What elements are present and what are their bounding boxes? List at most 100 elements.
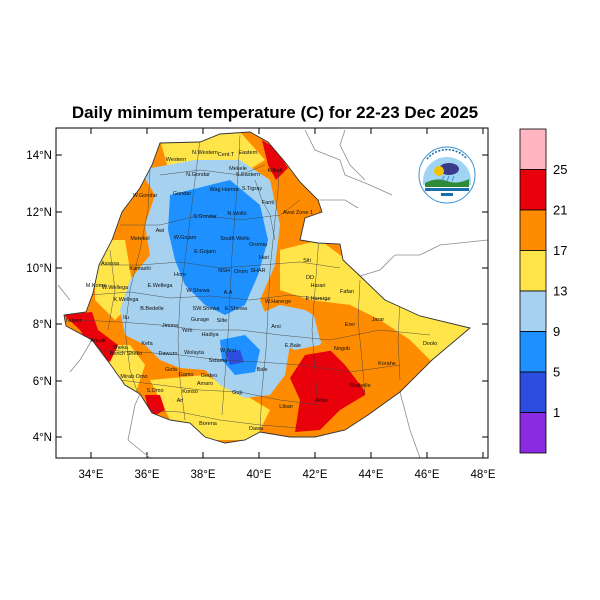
region-label: Wolayta (184, 350, 205, 356)
colorbar-band (519, 331, 547, 373)
lat-tick-label: 14°N (26, 150, 52, 162)
region-label: Borena (199, 421, 218, 427)
region-label: Cent.T (218, 152, 235, 158)
region-label: Western (166, 157, 186, 163)
region-label: E.Bale (285, 343, 301, 349)
region-label: Yem (182, 328, 193, 334)
region-label: Fanti (262, 200, 274, 206)
region-label: Afder (315, 398, 328, 404)
region-label: Wag Hamra (209, 187, 239, 193)
lon-tick-label: 44°E (358, 469, 383, 481)
region-label: K.Wellega (114, 297, 140, 303)
region-label: S.Omo (146, 388, 163, 394)
region-label: Kilbati (268, 168, 283, 174)
colorbar-labels: 25 21 17 13 9 5 1 (553, 162, 567, 420)
lon-tick-label: 40°E (246, 469, 271, 481)
region-label: Orom (234, 269, 248, 275)
lon-tick-label: 48°E (470, 469, 495, 481)
colorbar-band (519, 371, 547, 413)
region-label: Bale (256, 367, 267, 373)
region-label: A.A (224, 290, 233, 296)
region-label: S.Eastern (236, 172, 260, 178)
lon-tick-label: 46°E (414, 469, 439, 481)
region-label: N.Gondar (186, 172, 210, 178)
region-label: Mirab Omo (120, 374, 147, 380)
region-label: Mekele (229, 166, 247, 172)
field-17-21-east-band (310, 300, 430, 395)
region-label: Horo (174, 272, 186, 278)
region-label: W.Arsi (220, 348, 236, 354)
region-label: Hari (259, 255, 269, 261)
region-label: Gamo (179, 372, 194, 378)
region-label: Assosa (101, 261, 120, 267)
region-label: Hadiya (201, 332, 219, 338)
region-label: Dawa (249, 426, 264, 432)
region-label: Bench Sheko (110, 351, 143, 357)
region-label: W.Gondar (133, 193, 158, 199)
region-label: Gurage (191, 317, 209, 323)
colorbar-band (519, 209, 547, 251)
lon-tick-marks (90, 128, 484, 458)
lon-tick-labels: 34°E 36°E 38°E 40°E 42°E 44°E 46°E 48°E (78, 469, 495, 481)
colorbar-band (519, 290, 547, 332)
field-9-13-east (245, 305, 330, 350)
region-label: W.Wellega (102, 285, 129, 291)
ethiopia-outline (63, 131, 471, 444)
field-1-5 (225, 350, 244, 365)
region-label: Ilu (123, 315, 129, 321)
region-label: N.Western (192, 150, 218, 156)
region-label: M.Komo (86, 283, 106, 289)
region-label: Konso (182, 389, 198, 395)
colorbar-band (519, 128, 547, 170)
region-label: Awsi Zone 1 (283, 210, 313, 216)
field-5-9 (168, 180, 268, 315)
region-label: Amaro (197, 381, 213, 387)
colorbar-band (519, 412, 547, 454)
region-label: W.Gojam (174, 235, 197, 241)
lon-tick-label: 34°E (78, 469, 103, 481)
colorbar-label: 21 (553, 203, 567, 218)
colorbar-label: 25 (553, 162, 567, 177)
region-label: Anuak (90, 338, 106, 344)
region-label: Gofa (165, 367, 178, 373)
region-label: Harari (311, 283, 326, 289)
region-label: Shabelle (349, 383, 370, 389)
plot-border (55, 127, 489, 459)
colorbar-label: 13 (553, 284, 567, 299)
region-label: South Wello (220, 236, 250, 242)
map-title: Daily minimum temperature (C) for 22-23 … (71, 103, 479, 122)
lat-tick-label: 4°N (33, 432, 52, 444)
region-label: Kamashi (129, 266, 150, 272)
region-label: Oromia (249, 242, 268, 248)
region-label: SHAR (250, 268, 265, 274)
region-label: N.Wollo (227, 211, 246, 217)
region-label: S.Gondar (193, 214, 217, 220)
region-label: Nogob (334, 346, 350, 352)
region-label: Silte (217, 318, 228, 324)
neighbour-borders (57, 129, 489, 459)
region-label: E.Wellega (148, 283, 174, 289)
region-label: Sidama (209, 358, 229, 364)
region-label: Jarar (372, 317, 385, 323)
region-label: DD (306, 275, 314, 281)
admin-boundaries (79, 134, 431, 431)
field-5-9-lake (180, 228, 205, 250)
region-label: Metekel (130, 236, 149, 242)
region-label: W.Harerge (265, 299, 291, 305)
lat-tick-label: 6°N (33, 376, 52, 388)
lon-tick-label: 36°E (134, 469, 159, 481)
colorbar-label: 9 (553, 324, 560, 339)
region-label: Liban (279, 404, 292, 410)
region-label: Awi (156, 228, 165, 234)
colorbar-label: 17 (553, 243, 567, 258)
region-label: W.Shewa (186, 288, 210, 294)
region-label: Kefa (141, 341, 153, 347)
lat-tick-labels: 14°N 12°N 10°N 8°N 6°N 4°N (26, 150, 52, 444)
region-label: Jimma (162, 323, 179, 329)
region-label: E.Harerge (305, 296, 330, 302)
region-labels: N.Western Cent.T Eastern Western MekeleS.Eas… (66, 150, 437, 432)
region-label: SW.Shewa (193, 306, 221, 312)
region-label: NSH (218, 268, 230, 274)
region-label: Guji (232, 390, 242, 396)
emi-logo (418, 146, 476, 204)
